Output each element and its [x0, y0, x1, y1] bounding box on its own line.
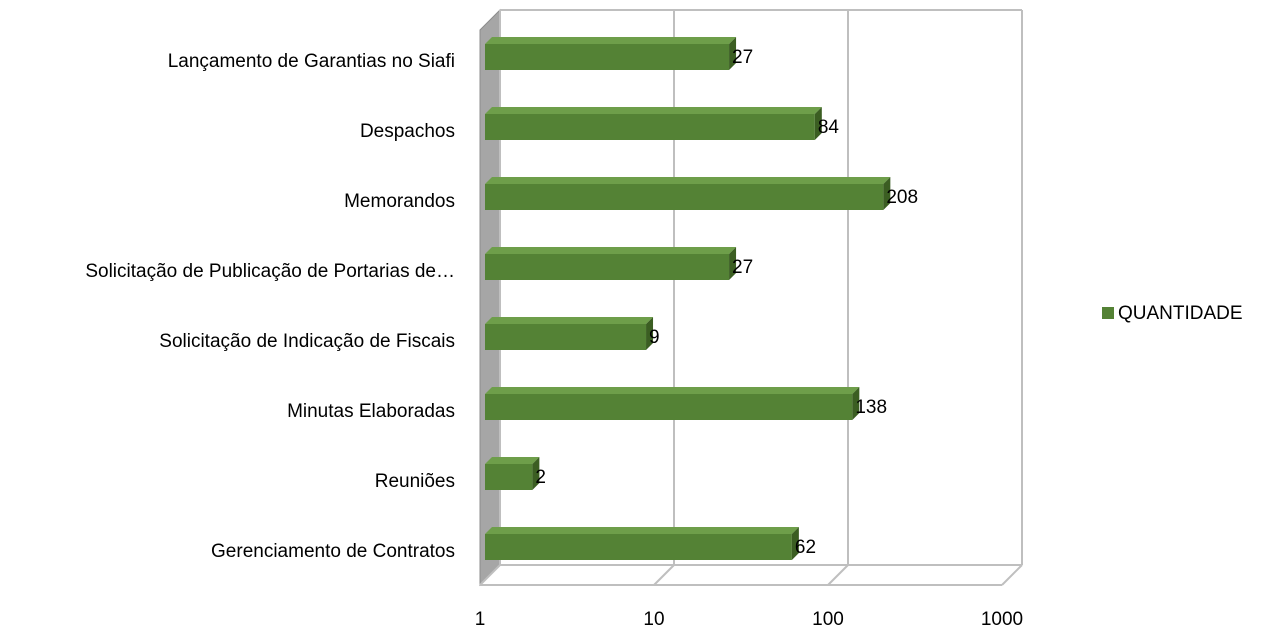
category-label: Gerenciamento de Contratos	[211, 541, 455, 562]
grid-line	[479, 564, 501, 586]
bar	[485, 464, 533, 490]
category-label: Solicitação de Indicação de Fiscais	[159, 331, 455, 352]
grid-line	[653, 564, 675, 586]
grid-line	[1001, 564, 1023, 586]
bar-top	[485, 527, 799, 534]
bar	[485, 114, 815, 140]
data-label: 84	[818, 117, 840, 138]
category-label: Memorandos	[344, 191, 455, 212]
category-label: Reuniões	[375, 471, 455, 492]
bar-end	[646, 317, 654, 350]
bar-top	[485, 457, 540, 464]
x-tick-label: 100	[812, 609, 844, 630]
category-label: Minutas Elaboradas	[287, 401, 455, 422]
legend-label: QUANTIDADE	[1118, 303, 1243, 324]
bar	[485, 324, 647, 350]
grid-line	[827, 564, 849, 586]
data-label: 62	[795, 537, 816, 558]
bar	[485, 534, 792, 560]
bar-top	[485, 177, 891, 184]
data-label: 208	[886, 187, 918, 208]
x-tick-label: 1	[475, 609, 486, 630]
bar-top	[485, 37, 737, 44]
data-label: 27	[732, 257, 753, 278]
category-label: Despachos	[360, 121, 455, 142]
data-label: 27	[732, 47, 753, 68]
bar-end	[532, 457, 540, 490]
legend-swatch	[1102, 307, 1114, 319]
bar-end	[814, 107, 822, 140]
bar-end	[729, 37, 737, 70]
category-label: Solicitação de Publicação de Portarias d…	[85, 261, 455, 282]
bar-top	[485, 247, 737, 254]
side-wall	[479, 8, 501, 587]
bar	[485, 184, 884, 210]
bar-end	[729, 247, 737, 280]
bar-top	[485, 107, 822, 114]
bar-end	[883, 177, 891, 210]
category-label: Lançamento de Garantias no Siafi	[168, 51, 455, 72]
bar	[485, 394, 853, 420]
x-tick-label: 1000	[981, 609, 1023, 630]
data-label: 138	[855, 397, 887, 418]
bar	[485, 254, 730, 280]
bar-top	[485, 317, 654, 324]
x-tick-label: 10	[643, 609, 664, 630]
bar-end	[791, 527, 799, 560]
bar-top	[485, 387, 860, 394]
data-label: 9	[649, 327, 660, 348]
bar	[485, 44, 730, 70]
data-label: 2	[535, 467, 546, 488]
bar-end	[852, 387, 860, 420]
